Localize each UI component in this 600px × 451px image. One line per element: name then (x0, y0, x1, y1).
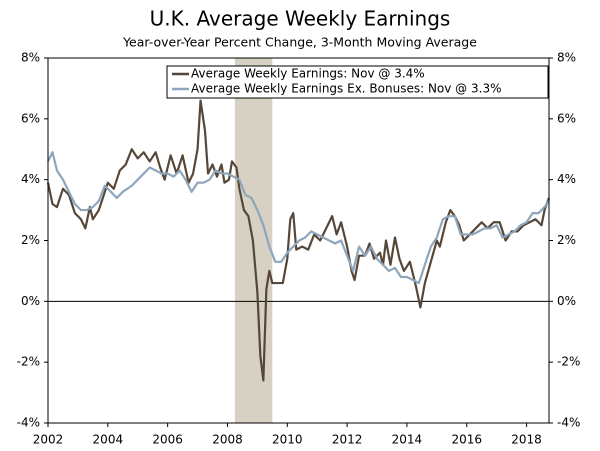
x-tick-label: 2010 (272, 433, 303, 447)
plot-frame (47, 57, 550, 424)
y-tick-label: 2% (21, 233, 40, 247)
y2-tick-label: 2% (557, 233, 576, 247)
y-tick-label: 4% (21, 172, 40, 186)
x-tick-label: 2006 (152, 433, 183, 447)
chart-subtitle: Year-over-Year Percent Change, 3-Month M… (122, 35, 477, 50)
legend-label: Average Weekly Earnings Ex. Bonuses: Nov… (191, 82, 501, 96)
legend-label: Average Weekly Earnings: Nov @ 3.4% (191, 67, 425, 81)
series-line (47, 151, 550, 285)
x-tick-label: 2014 (392, 433, 423, 447)
y-tick-label: -4% (17, 416, 40, 430)
y2-tick-label: -4% (557, 416, 580, 430)
chart-title: U.K. Average Weekly Earnings (150, 7, 451, 31)
x-tick-label: 2004 (93, 433, 124, 447)
y-tick-label: -2% (17, 355, 40, 369)
y-tick-label: 0% (21, 294, 40, 308)
x-tick-label: 2008 (212, 433, 243, 447)
x-tick-label: 2018 (511, 433, 542, 447)
y2-tick-label: 0% (557, 294, 576, 308)
y2-tick-label: 4% (557, 172, 576, 186)
x-tick-label: 2002 (33, 433, 64, 447)
legend-box (166, 65, 549, 99)
x-tick-label: 2012 (332, 433, 363, 447)
y-tick-label: 8% (21, 51, 40, 65)
y2-tick-label: -2% (557, 355, 580, 369)
y2-tick-label: 6% (557, 111, 576, 125)
y-tick-label: 6% (21, 111, 40, 125)
y2-tick-label: 8% (557, 51, 576, 65)
x-tick-label: 2016 (451, 433, 482, 447)
